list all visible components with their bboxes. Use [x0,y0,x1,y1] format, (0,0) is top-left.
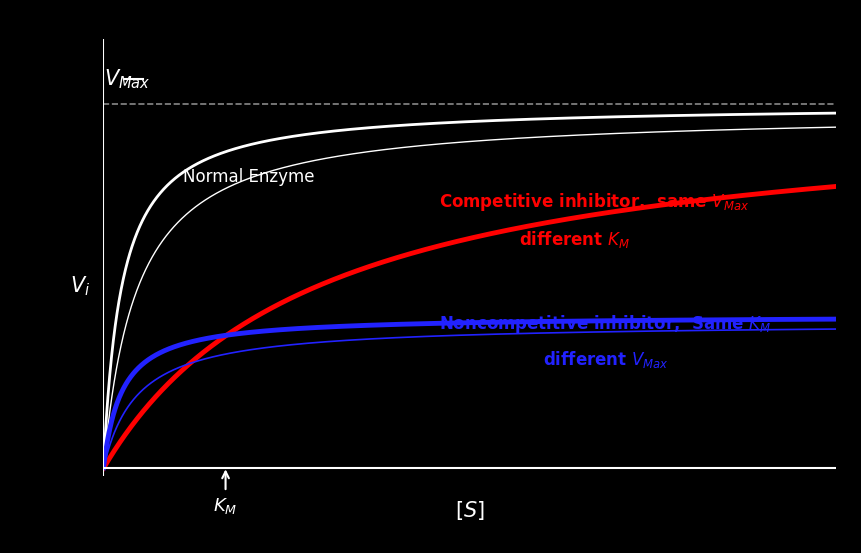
Text: $V_{Max}$: $V_{Max}$ [104,67,151,91]
Text: different $V_{Max}$: different $V_{Max}$ [542,349,668,370]
Text: $[S]$: $[S]$ [455,499,484,522]
Text: Normal Enzyme: Normal Enzyme [183,168,314,186]
Text: $K_M$: $K_M$ [214,495,238,515]
Text: different $K_M$: different $K_M$ [518,229,629,250]
Text: $V_i$: $V_i$ [70,274,90,298]
Text: Competitive inhibitor,  same $V_{Max}$: Competitive inhibitor, same $V_{Max}$ [439,191,749,213]
Text: Noncompetitive inhibitor,  Same $K_M$: Noncompetitive inhibitor, Same $K_M$ [439,314,771,336]
